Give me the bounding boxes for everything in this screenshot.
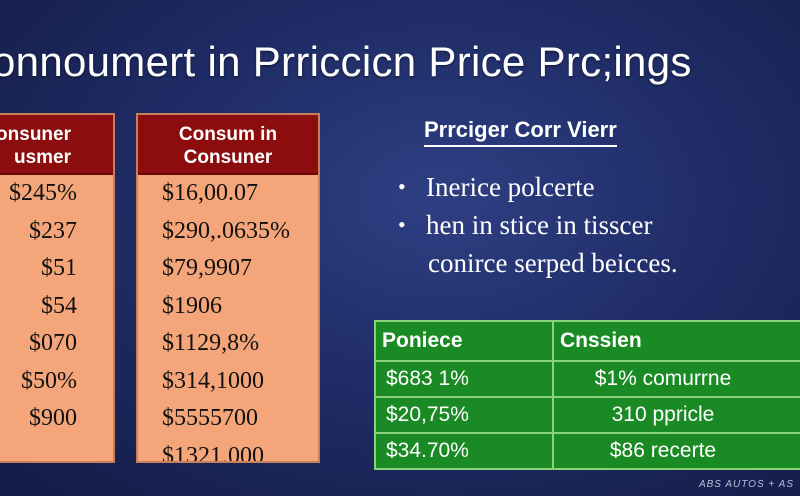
pricing-table-cell: $34.70% (374, 432, 554, 470)
consumer-table-left-rows: $245% $237 $51 $54 $070 $50% $900 (0, 175, 113, 438)
consumer-table-middle-header-line1: Consum in (178, 124, 278, 145)
pricing-table-cell: $20,75% (374, 396, 554, 434)
bullet-text-continuation: conirce serped beicces. (428, 248, 678, 278)
table-row: $50% (21, 367, 77, 394)
table-row: $34.70% $86 recerte (374, 432, 800, 470)
table-row: $20,75% 310 ppricle (374, 396, 800, 434)
table-row: $245% (9, 180, 77, 206)
pricing-table-header-cell: Cnssien (552, 320, 800, 362)
bullet-text: hen in stice in tisscer (426, 210, 653, 240)
table-row: $900 (29, 405, 77, 431)
consumer-table-middle-header: Consum in Consuner (138, 115, 318, 175)
table-row: $5555700 (162, 405, 258, 431)
table-row: $54 (41, 292, 77, 319)
consumer-table-middle-rows: $16,00.07 $290,.0635% $79,9907 $1906 $11… (138, 175, 318, 463)
pricing-table-header-cell: Poniece (374, 320, 554, 362)
pricing-table-cell: $86 recerte (552, 432, 800, 470)
pricing-table-cell: $1% comurrne (552, 360, 800, 398)
table-row: $070 (29, 330, 77, 356)
consumer-table-left-header: onsuner usmer (0, 115, 113, 175)
pricing-table-cell: $683 1% (374, 360, 554, 398)
table-row: $1906 (162, 292, 222, 319)
slide-title: onnoumert in Prriccicn Price Prc;ings (0, 38, 692, 85)
consumer-table-middle-header-line2: Consuner (183, 147, 273, 168)
bullet-item: • Inerice polcerte (396, 168, 796, 206)
table-row: $290,.0635% (162, 217, 290, 244)
consumer-table-left-header-line1: onsuner (0, 124, 71, 145)
bullet-text: Inerice polcerte (426, 172, 595, 202)
bullet-dot-icon: • (398, 174, 406, 199)
pricing-table-cell: 310 ppricle (552, 396, 800, 434)
bullet-list: • Inerice polcerte • hen in stice in tis… (396, 168, 796, 282)
right-panel-subheading: Prrciger Corr Vierr (424, 116, 617, 147)
table-row: $16,00.07 (162, 180, 258, 206)
table-row: $79,9907 (162, 255, 252, 281)
table-row: $314,1000 (162, 367, 264, 394)
consumer-table-left: onsuner usmer $245% $237 $51 $54 $070 $5… (0, 113, 115, 463)
footer-watermark: ABS AUTOS + AS (698, 479, 794, 490)
table-row: $1129,8% (162, 330, 260, 356)
consumer-table-middle: Consum in Consuner $16,00.07 $290,.0635%… (136, 113, 320, 463)
table-row: $237 (29, 217, 77, 244)
table-row: $1321,000 (162, 442, 264, 463)
pricing-table-header-row: Poniece Cnssien (374, 320, 800, 362)
table-row: $51 (41, 255, 77, 281)
bullet-dot-icon: • (398, 212, 406, 237)
bullet-item: • hen in stice in tisscer conirce serped… (396, 206, 796, 282)
table-row: $683 1% $1% comurrne (374, 360, 800, 398)
consumer-table-left-header-line2: usmer (13, 147, 71, 168)
pricing-table: Poniece Cnssien $683 1% $1% comurrne $20… (374, 320, 800, 470)
